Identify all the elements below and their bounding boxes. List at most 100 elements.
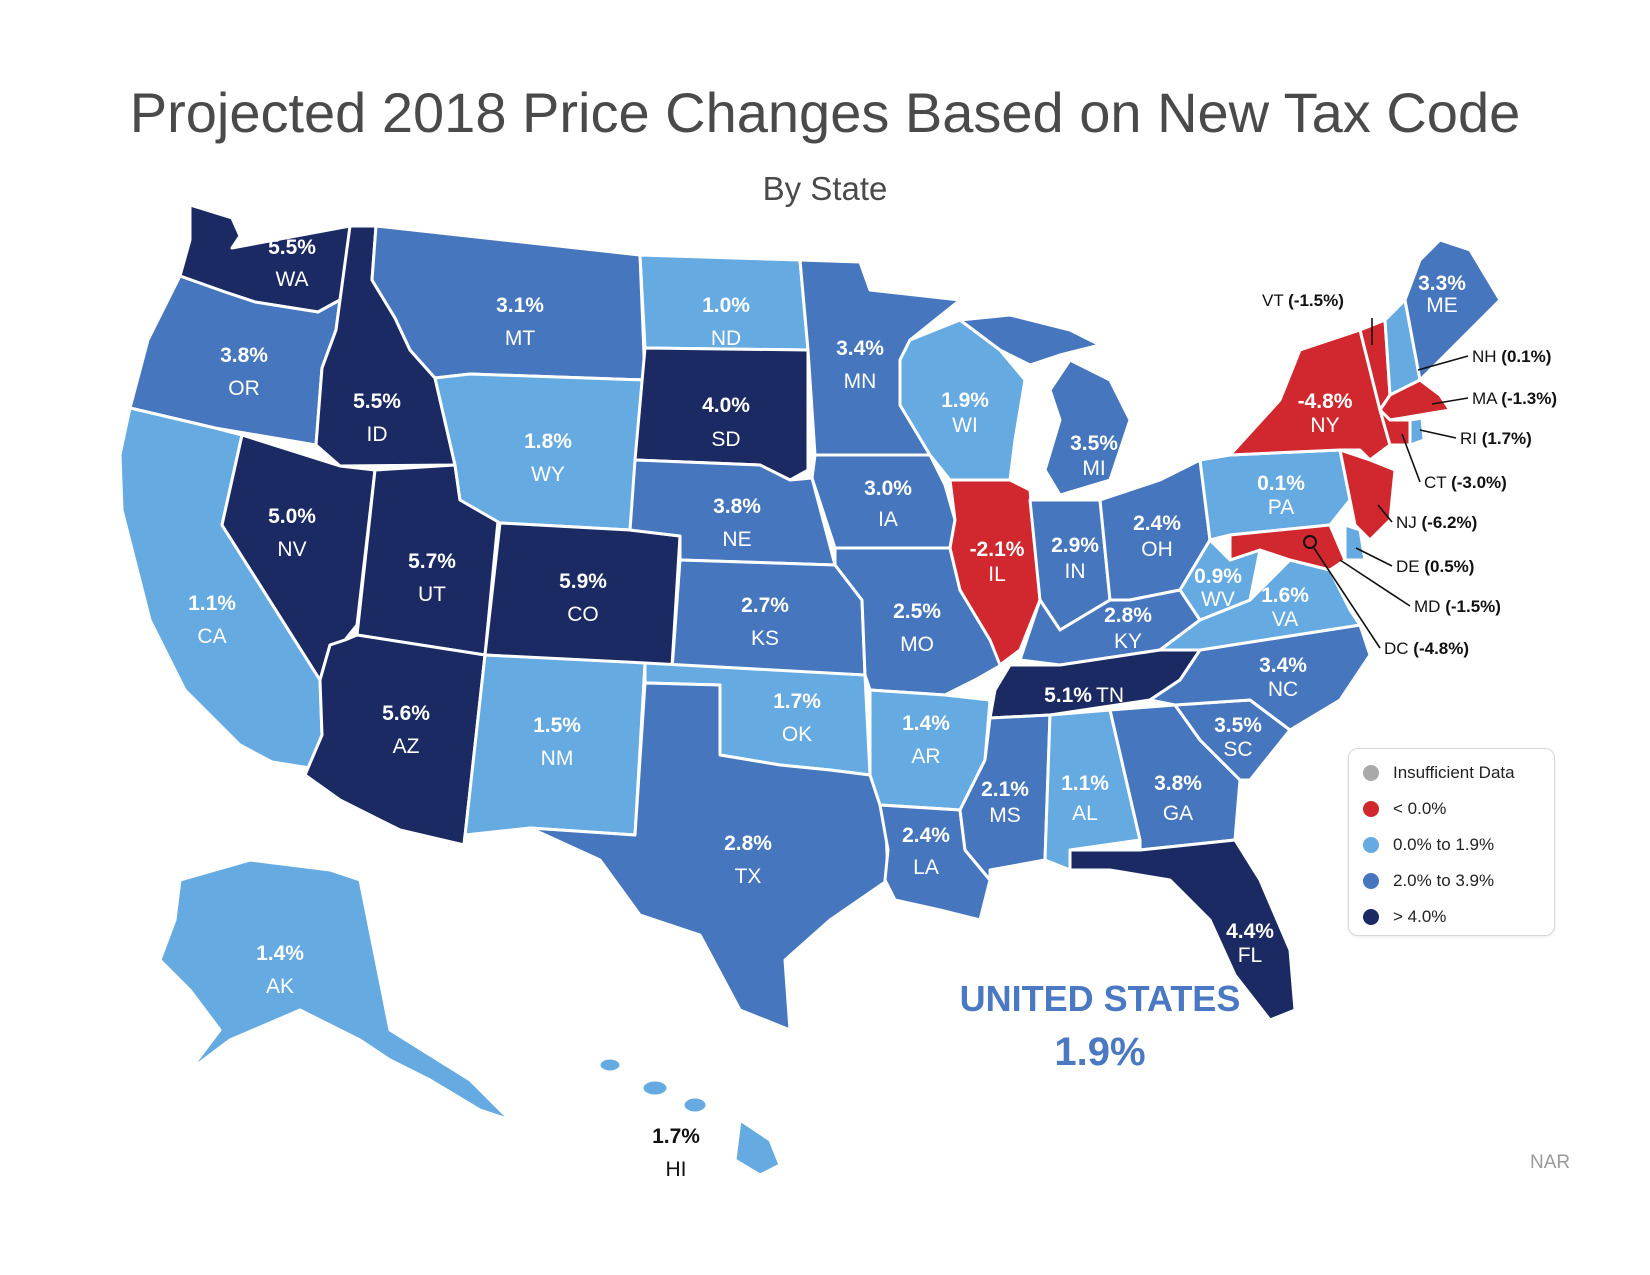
label-MI-value: 3.5% xyxy=(1070,432,1118,455)
label-CO-value: 5.9% xyxy=(559,570,607,593)
state-IA[interactable] xyxy=(810,453,957,550)
label-WY-abbr: WY xyxy=(531,463,565,486)
label-GA-abbr: GA xyxy=(1163,802,1193,825)
label-NM-abbr: NM xyxy=(541,747,574,770)
map-title: Projected 2018 Price Changes Based on Ne… xyxy=(129,81,1521,144)
label-FL-value: 4.4% xyxy=(1226,920,1274,943)
state-ME[interactable] xyxy=(1403,238,1502,382)
label-LA-value: 2.4% xyxy=(902,824,950,847)
legend-label: 0.0% to 1.9% xyxy=(1393,835,1495,854)
state-AK[interactable] xyxy=(158,858,512,1122)
label-MI-abbr: MI xyxy=(1082,457,1105,480)
label-ME-abbr: ME xyxy=(1426,294,1458,317)
label-ME-value: 3.3% xyxy=(1418,272,1466,295)
legend-swatch xyxy=(1363,909,1379,925)
national-label: UNITED STATES xyxy=(959,978,1241,1019)
legend-swatch xyxy=(1363,837,1379,853)
label-CA-abbr: CA xyxy=(197,625,226,648)
legend-item-negative: < 0.0% xyxy=(1363,799,1446,819)
label-KS-abbr: KS xyxy=(751,627,779,650)
label-WY-value: 1.8% xyxy=(524,430,572,453)
label-MO-value: 2.5% xyxy=(893,600,941,623)
label-MS-value: 2.1% xyxy=(981,778,1029,801)
callout-DC: DC (-4.8%) xyxy=(1384,639,1469,658)
label-UT-value: 5.7% xyxy=(408,550,456,573)
label-OK-abbr: OK xyxy=(782,723,812,746)
label-TN-abbr: TN xyxy=(1096,684,1124,707)
legend-label: < 0.0% xyxy=(1393,799,1447,818)
legend-item-insufficient: Insufficient Data xyxy=(1363,763,1515,783)
dc-marker[interactable] xyxy=(1303,535,1317,549)
label-SD-abbr: SD xyxy=(711,428,740,451)
label-WV-abbr: WV xyxy=(1201,588,1235,611)
callouts: VT (-1.5%) NH (0.1%) MA (-1.3%) RI (1.7%… xyxy=(1262,291,1557,658)
label-VA-abbr: VA xyxy=(1272,608,1298,631)
state-RI[interactable] xyxy=(1408,416,1426,447)
label-AK-value: 1.4% xyxy=(256,942,304,965)
state-MI[interactable] xyxy=(1043,358,1132,497)
label-NC-abbr: NC xyxy=(1268,678,1298,701)
label-NY-abbr: NY xyxy=(1310,414,1339,437)
label-AZ-abbr: AZ xyxy=(393,735,420,758)
state-DE[interactable] xyxy=(1343,523,1367,562)
label-ND-abbr: ND xyxy=(711,327,741,350)
label-AL-abbr: AL xyxy=(1072,802,1098,825)
label-GA-value: 3.8% xyxy=(1154,772,1202,795)
callout-RI: RI (1.7%) xyxy=(1460,429,1532,448)
label-SC-abbr: SC xyxy=(1223,738,1252,761)
legend-swatch xyxy=(1363,801,1379,817)
label-NY-value: -4.8% xyxy=(1298,390,1353,413)
state-NJ[interactable] xyxy=(1338,448,1397,542)
state-CO[interactable] xyxy=(483,521,682,668)
state-MD[interactable] xyxy=(1228,523,1347,572)
callout-VT: VT (-1.5%) xyxy=(1262,291,1344,310)
label-IN-abbr: IN xyxy=(1065,560,1086,583)
label-WI-value: 1.9% xyxy=(941,389,989,412)
label-OK-value: 1.7% xyxy=(773,690,821,713)
label-MT-abbr: MT xyxy=(505,327,535,350)
label-AR-value: 1.4% xyxy=(902,712,950,735)
label-PA-abbr: PA xyxy=(1268,496,1294,519)
label-NM-value: 1.5% xyxy=(533,714,581,737)
label-NV-value: 5.0% xyxy=(268,505,316,528)
callout-CT: CT (-3.0%) xyxy=(1424,473,1507,492)
state-labels: 5.5% WA 3.8% OR 1.1% CA 5.5% ID 5.0% NV … xyxy=(188,236,1466,1181)
label-MS-abbr: MS xyxy=(989,804,1021,827)
legend-swatch xyxy=(1363,873,1379,889)
label-IA-abbr: IA xyxy=(878,508,898,531)
label-LA-abbr: LA xyxy=(913,856,939,879)
label-TX-value: 2.8% xyxy=(724,832,772,855)
label-WI-abbr: WI xyxy=(952,414,978,437)
state-KS[interactable] xyxy=(670,558,867,677)
label-MT-value: 3.1% xyxy=(496,294,544,317)
state-IL[interactable] xyxy=(948,478,1042,667)
label-NC-value: 3.4% xyxy=(1259,654,1307,677)
state-HI[interactable] xyxy=(597,1056,782,1177)
label-KS-value: 2.7% xyxy=(741,594,789,617)
label-NV-abbr: NV xyxy=(277,538,306,561)
label-KY-abbr: KY xyxy=(1114,630,1142,653)
label-CA-value: 1.1% xyxy=(188,592,236,615)
state-TX[interactable] xyxy=(528,681,890,1032)
label-PA-value: 0.1% xyxy=(1257,472,1305,495)
label-IL-value: -2.1% xyxy=(970,538,1025,561)
label-KY-value: 2.8% xyxy=(1104,604,1152,627)
label-TX-abbr: TX xyxy=(735,865,762,888)
label-NE-abbr: NE xyxy=(722,528,751,551)
label-TN-value: 5.1% xyxy=(1044,684,1092,707)
label-AK-abbr: AK xyxy=(266,975,294,998)
label-AZ-value: 5.6% xyxy=(382,702,430,725)
label-CO-abbr: CO xyxy=(567,603,599,626)
label-WA-value: 5.5% xyxy=(268,236,316,259)
legend-label: 2.0% to 3.9% xyxy=(1393,871,1495,890)
legend-item-mid: 2.0% to 3.9% xyxy=(1363,871,1494,891)
label-VA-value: 1.6% xyxy=(1261,584,1309,607)
label-WA-abbr: WA xyxy=(275,268,308,291)
state-FL[interactable] xyxy=(1068,838,1297,1022)
map-subtitle: By State xyxy=(762,170,888,207)
label-ND-value: 1.0% xyxy=(702,294,750,317)
state-MI-up xyxy=(958,313,1102,367)
callout-MD: MD (-1.5%) xyxy=(1414,597,1501,616)
label-OR-value: 3.8% xyxy=(220,344,268,367)
